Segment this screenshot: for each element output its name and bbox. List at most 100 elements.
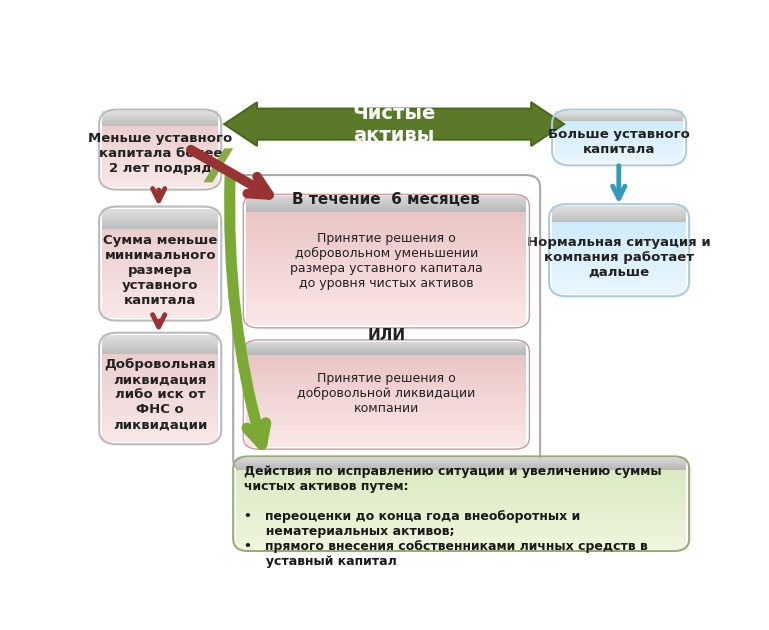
Bar [552,226,686,230]
Bar [552,253,686,256]
Bar [555,152,683,154]
Bar [102,348,218,350]
Bar [236,509,686,513]
Bar [102,335,218,337]
Bar [102,367,218,370]
Bar [552,290,686,294]
Bar [246,197,527,202]
Bar [552,249,686,253]
Bar [552,220,686,224]
Bar [102,281,218,285]
Bar [102,122,218,125]
Bar [236,491,686,495]
Bar [102,260,218,263]
Bar [552,220,686,222]
Bar [246,350,527,355]
Bar [102,270,218,275]
Bar [102,346,218,348]
Bar [552,229,686,232]
Bar [102,212,218,216]
Bar [102,311,218,314]
Bar [102,119,218,122]
Bar [555,161,683,163]
Bar [102,340,218,343]
Bar [246,304,527,310]
Bar [102,139,218,142]
Bar [246,198,527,201]
Bar [246,346,527,348]
Bar [246,208,527,210]
Bar [102,142,218,144]
Bar [246,413,527,418]
Bar [555,113,683,115]
Bar [552,232,686,236]
Bar [102,152,218,154]
Bar [552,267,686,271]
Bar [552,247,686,250]
Bar [246,253,527,258]
Bar [555,146,683,147]
Bar [102,402,218,406]
Bar [102,338,218,342]
Bar [246,400,527,405]
Bar [102,212,218,215]
Bar [236,461,686,465]
Bar [555,130,683,132]
Bar [555,112,683,113]
Bar [555,140,683,142]
Bar [552,282,686,285]
Bar [552,217,686,219]
Bar [246,433,527,438]
Bar [552,238,686,241]
Bar [102,303,218,307]
Bar [552,208,686,210]
Bar [246,371,527,375]
Bar [246,217,527,222]
Bar [236,536,686,540]
Bar [102,388,218,392]
Bar [102,274,218,278]
Bar [246,289,527,295]
Bar [102,434,218,438]
Bar [102,350,218,352]
Bar [555,119,683,120]
Bar [102,252,218,256]
Bar [102,224,218,227]
Bar [555,144,683,146]
Bar [246,352,527,353]
Bar [246,342,527,344]
Bar [246,425,527,430]
Bar [552,206,686,210]
Bar [236,527,686,530]
Bar [552,235,686,239]
Bar [236,461,686,463]
Bar [102,176,218,180]
Bar [102,249,218,253]
Bar [236,533,686,537]
Bar [555,127,683,129]
Bar [236,488,686,492]
Bar [246,342,527,347]
Text: Сумма меньше
минимального
размера
уставного
капитала: Сумма меньше минимального размера уставн… [103,234,218,307]
Bar [246,404,527,409]
Bar [236,459,686,460]
Text: Добровольная
ликвидация
либо иск от
ФНС о
ликвидации: Добровольная ликвидация либо иск от ФНС … [105,358,216,432]
Bar [246,442,527,447]
Bar [102,370,218,374]
Bar [102,169,218,172]
Bar [555,118,683,119]
Bar [102,114,218,117]
Bar [102,377,218,381]
Bar [555,122,683,124]
Bar [246,430,527,434]
Bar [102,147,218,149]
Bar [246,204,527,207]
Bar [552,211,686,213]
Bar [102,120,218,122]
Text: Принятие решения о
добровольном уменьшении
размера уставного капитала
до уровня : Принятие решения о добровольном уменьшен… [290,232,483,290]
Bar [102,374,218,378]
Bar [552,244,686,248]
Bar [102,278,218,282]
Bar [102,167,218,169]
Bar [246,345,527,347]
